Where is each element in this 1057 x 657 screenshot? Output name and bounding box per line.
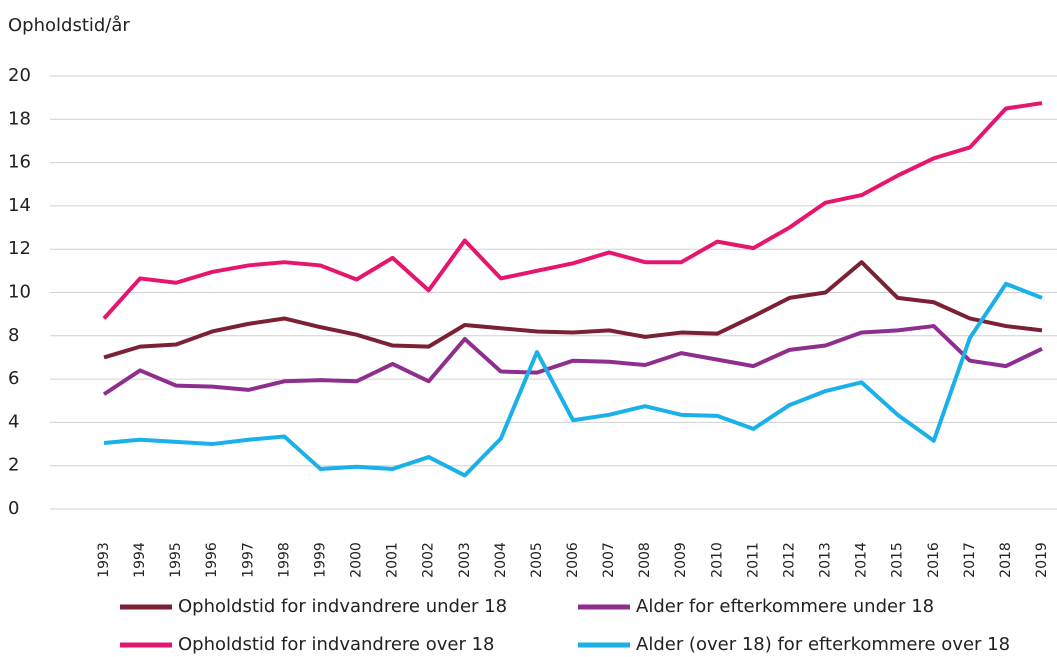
series-line: [103, 260, 1043, 360]
x-tick-label: 2006: [565, 542, 581, 578]
y-tick-label: 8: [8, 325, 19, 346]
x-tick-label: 2002: [421, 542, 437, 578]
y-tick-label: 0: [8, 498, 19, 519]
x-tick-label: 1993: [96, 542, 112, 578]
x-tick-label: 2012: [781, 542, 797, 578]
x-tick-label: 2016: [926, 542, 942, 578]
legend-label: Opholdstid for indvandrere over 18: [178, 634, 495, 655]
y-tick-label: 4: [8, 411, 19, 432]
x-tick-label: 2007: [601, 542, 617, 578]
x-tick-label: 2003: [457, 542, 473, 578]
x-tick-label: 2004: [493, 542, 509, 578]
x-tick-label: 1998: [276, 542, 292, 578]
x-tick-label: 2001: [385, 542, 401, 578]
x-tick-label: 2013: [818, 542, 834, 578]
y-tick-label: 20: [8, 65, 31, 86]
y-tick-label: 18: [8, 108, 31, 129]
y-axis-label: Opholdstid/år: [8, 15, 130, 36]
y-tick-label: 12: [8, 238, 31, 259]
legend-label: Alder (over 18) for efterkommere over 18: [636, 634, 1010, 655]
x-tick-label: 2010: [709, 542, 725, 578]
x-tick-label: 2009: [673, 542, 689, 578]
y-tick-label: 16: [8, 152, 31, 173]
legend-label: Alder for efterkommere under 18: [636, 596, 934, 617]
y-tick-label: 10: [8, 282, 31, 303]
y-tick-label: 6: [8, 368, 19, 389]
x-tick-label: 1997: [240, 542, 256, 578]
series-line: [102, 101, 1043, 320]
x-tick-label: 2015: [890, 542, 906, 578]
x-tick-label: 2018: [998, 542, 1014, 578]
x-tick-label: 1994: [132, 542, 148, 578]
x-tick-label: 2011: [745, 542, 761, 578]
x-tick-label: 1999: [312, 542, 328, 578]
x-tick-label: 2017: [962, 542, 978, 578]
legend-label: Opholdstid for indvandrere under 18: [178, 596, 507, 617]
series-line: [102, 324, 1043, 396]
x-tick-label: 2000: [349, 542, 365, 578]
y-tick-label: 2: [8, 455, 19, 476]
x-tick-label: 2005: [529, 542, 545, 578]
x-tick-label: 2008: [637, 542, 653, 578]
x-tick-label: 2019: [1034, 542, 1050, 578]
series-line: [103, 281, 1043, 478]
x-tick-label: 2014: [854, 542, 870, 578]
y-tick-label: 14: [8, 195, 31, 216]
x-tick-label: 1995: [168, 542, 184, 578]
x-tick-label: 1996: [204, 542, 220, 578]
